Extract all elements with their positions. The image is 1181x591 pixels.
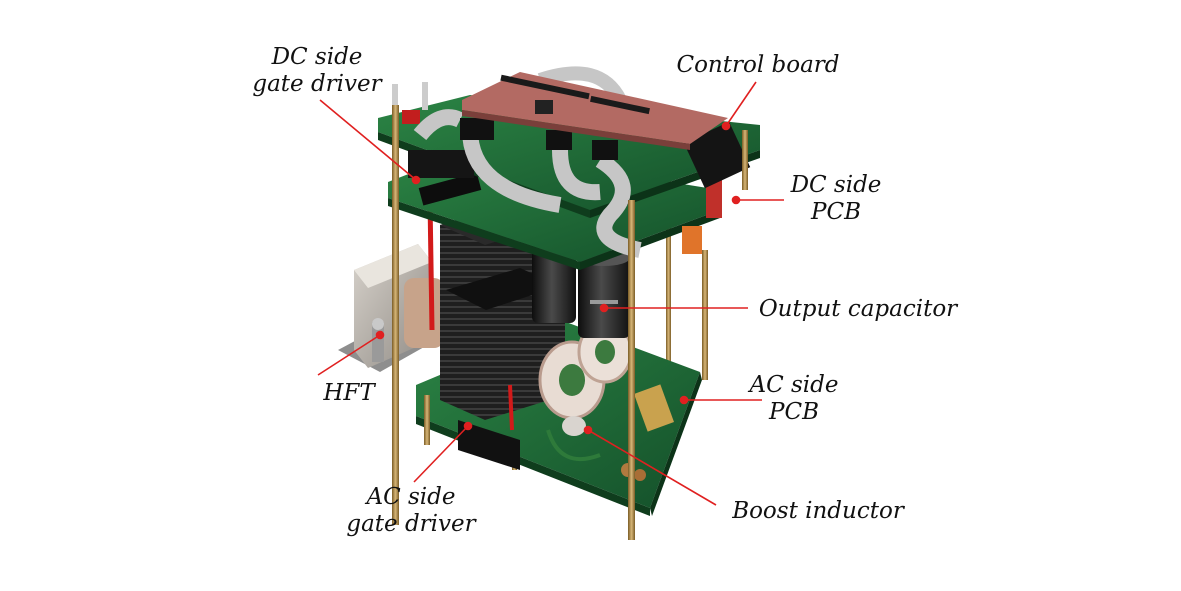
label-ac-side-pcb: AC side PCB bbox=[749, 372, 839, 425]
label-control-board: Control board bbox=[676, 52, 840, 78]
label-ac-side-gate-driver: AC side gate driver bbox=[346, 484, 476, 537]
leader-lines bbox=[317, 81, 784, 506]
label-dc-side-gate-driver: DC side gate driver bbox=[252, 44, 382, 97]
label-dc-side-pcb: DC side PCB bbox=[790, 172, 882, 225]
power-wires bbox=[427, 199, 514, 431]
label-output-capacitor: Output capacitor bbox=[758, 296, 958, 322]
control-board bbox=[462, 72, 728, 150]
ac-side-gate-driver-board bbox=[458, 420, 520, 470]
ribbon-cables bbox=[413, 66, 642, 258]
standoff-rods-front bbox=[392, 105, 748, 540]
label-hft: HFT bbox=[323, 380, 375, 406]
label-boost-inductor: Boost inductor bbox=[732, 498, 904, 524]
hft-transformer bbox=[338, 244, 444, 372]
